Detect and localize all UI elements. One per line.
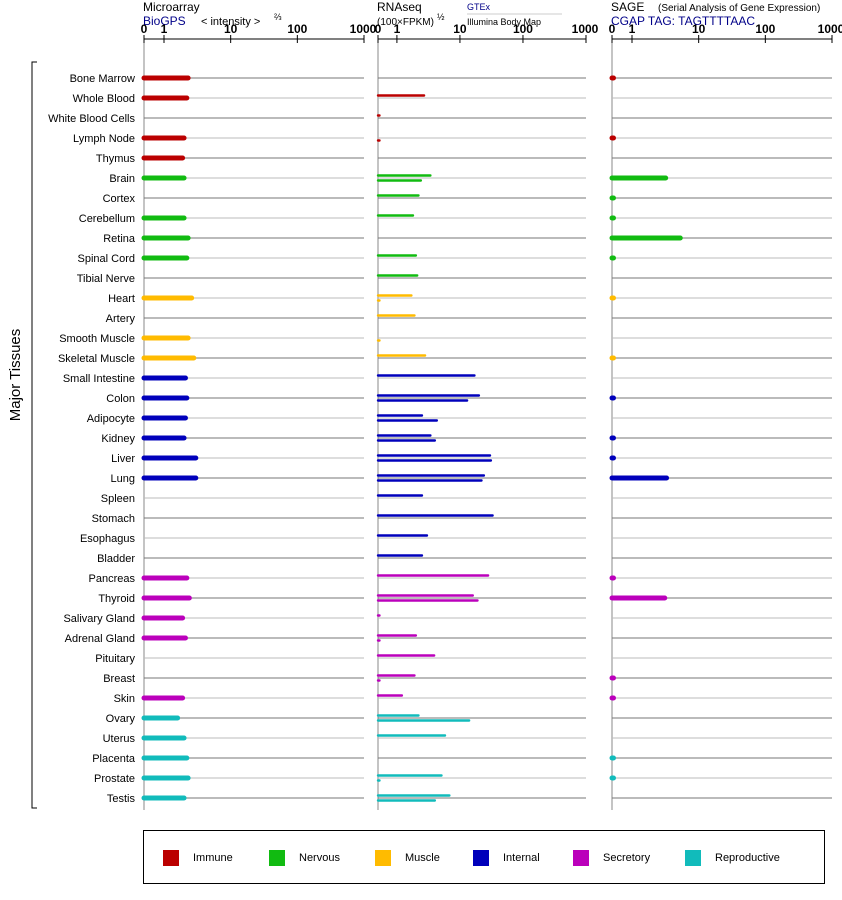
tissue-label: Thyroid [98, 593, 135, 605]
legend-label: Nervous [299, 852, 340, 864]
rnaseq-panel: 0 1 10 100 1000 [375, 22, 599, 810]
tissue-label: Smooth Muscle [59, 333, 135, 345]
microarray-tick-label: 0 [141, 22, 148, 36]
microarray-tick-label: 10 [224, 22, 238, 36]
tissue-bracket [31, 61, 37, 809]
microarray-source: BioGPS [143, 14, 186, 28]
legend-item-muscle: Muscle [375, 850, 440, 866]
tissue-label: Artery [106, 313, 136, 325]
rnaseq-tick-label: 0 [375, 22, 382, 36]
microarray-header: Microarray BioGPS < intensity > ⅔ [143, 0, 282, 28]
rnaseq-tick-label: 100 [513, 22, 533, 36]
sage-tick-label: 1 [629, 22, 636, 36]
tissue-label: Bladder [97, 553, 135, 565]
rnaseq-illumina-legend: Illumina Body Map [467, 17, 541, 27]
tissue-label: Uterus [103, 733, 136, 745]
legend-box: Immune Nervous Muscle Internal Secretory Repr… [143, 830, 825, 884]
rnaseq-gtex-legend: GTEx [467, 2, 491, 12]
tissue-label: Stomach [92, 513, 135, 525]
tissue-label: Cortex [103, 193, 136, 205]
tissue-label: Heart [108, 293, 135, 305]
rnaseq-header: RNAseq (100×FPKM) ½ GTEx Illumina Body M… [377, 0, 562, 28]
tissue-label: Retina [103, 233, 136, 245]
y-axis-title: Major Tissues [7, 329, 24, 422]
legend-item-internal: Internal [473, 850, 540, 866]
tissue-label: Small Intestine [63, 373, 135, 385]
rnaseq-tick-label: 10 [453, 22, 467, 36]
legend-item-immune: Immune [163, 850, 233, 866]
tissue-label: Adipocyte [87, 413, 135, 425]
sage-tick-label: 100 [755, 22, 775, 36]
legend-label: Internal [503, 852, 540, 864]
tissue-label: Tibial Nerve [77, 273, 135, 285]
tissue-label: Prostate [94, 773, 135, 785]
sage-tick-label: 0 [609, 22, 616, 36]
legend-item-nervous: Nervous [269, 850, 340, 866]
microarray-tick-label: 100 [287, 22, 307, 36]
legend-item-secretory: Secretory [573, 850, 650, 866]
microarray-title: Microarray [143, 0, 200, 14]
sage-tag: CGAP TAG: TAGTTTTAAC [611, 14, 755, 28]
sage-tick-label: 10 [692, 22, 706, 36]
legend-label: Secretory [603, 852, 651, 864]
legend-label: Reproductive [715, 852, 780, 864]
tissue-label: Ovary [106, 713, 136, 725]
rnaseq-tick-label: 1 [394, 22, 401, 36]
tissue-label: Whole Blood [73, 93, 135, 105]
sage-tick-label: 1000 [818, 22, 842, 36]
legend-swatch [473, 850, 489, 866]
tissue-label: Breast [103, 673, 135, 685]
tissue-label: Adrenal Gland [65, 633, 135, 645]
tissue-label: Skeletal Muscle [58, 353, 135, 365]
tissue-label: Thymus [96, 153, 136, 165]
microarray-units: < intensity > [201, 16, 260, 28]
tissue-label: Pancreas [89, 573, 136, 585]
legend-swatch [573, 850, 589, 866]
sage-description: (Serial Analysis of Gene Expression) [658, 3, 820, 14]
tissue-label: Spleen [101, 493, 135, 505]
sage-header: SAGE (Serial Analysis of Gene Expression… [611, 0, 820, 28]
tissue-labels: Bone Marrow Whole Blood White Blood Cells L… [48, 73, 136, 805]
tissue-label: Colon [106, 393, 135, 405]
tissue-label: Spinal Cord [78, 253, 135, 265]
tissue-label: Esophagus [80, 533, 136, 545]
tissue-label: Lymph Node [73, 133, 135, 145]
rnaseq-tick-label: 1000 [572, 22, 599, 36]
sage-title: SAGE [611, 0, 644, 14]
tissue-label: Lung [111, 473, 135, 485]
tissue-label: Bone Marrow [70, 73, 135, 85]
tissue-label: Testis [107, 793, 136, 805]
rnaseq-units: (100×FPKM) [377, 17, 434, 28]
legend-item-reproductive: Reproductive [685, 850, 780, 866]
tissue-label: Kidney [101, 433, 135, 445]
legend-swatch [163, 850, 179, 866]
rnaseq-title: RNAseq [377, 0, 422, 14]
tissue-label: Cerebellum [79, 213, 135, 225]
microarray-tick-label: 1000 [350, 22, 377, 36]
rnaseq-exponent: ½ [437, 12, 445, 22]
microarray-panel: 0 1 10 100 1000 [141, 22, 377, 810]
tissue-label: White Blood Cells [48, 113, 135, 125]
microarray-tick-label: 1 [161, 22, 168, 36]
tissue-label: Liver [111, 453, 135, 465]
microarray-exponent: ⅔ [274, 12, 282, 22]
tissue-label: Pituitary [95, 653, 135, 665]
tissue-label: Salivary Gland [63, 613, 135, 625]
tissue-label: Brain [109, 173, 135, 185]
tissue-label: Skin [114, 693, 135, 705]
sage-panel: 0 1 10 100 1000 [609, 22, 842, 810]
legend-label: Immune [193, 852, 233, 864]
tissue-label: Placenta [92, 753, 136, 765]
tissue-expression-chart: Major Tissues Microarray BioGPS < intens… [7, 0, 842, 810]
legend-swatch [269, 850, 285, 866]
legend-swatch [375, 850, 391, 866]
legend-label: Muscle [405, 852, 440, 864]
legend-swatch [685, 850, 701, 866]
